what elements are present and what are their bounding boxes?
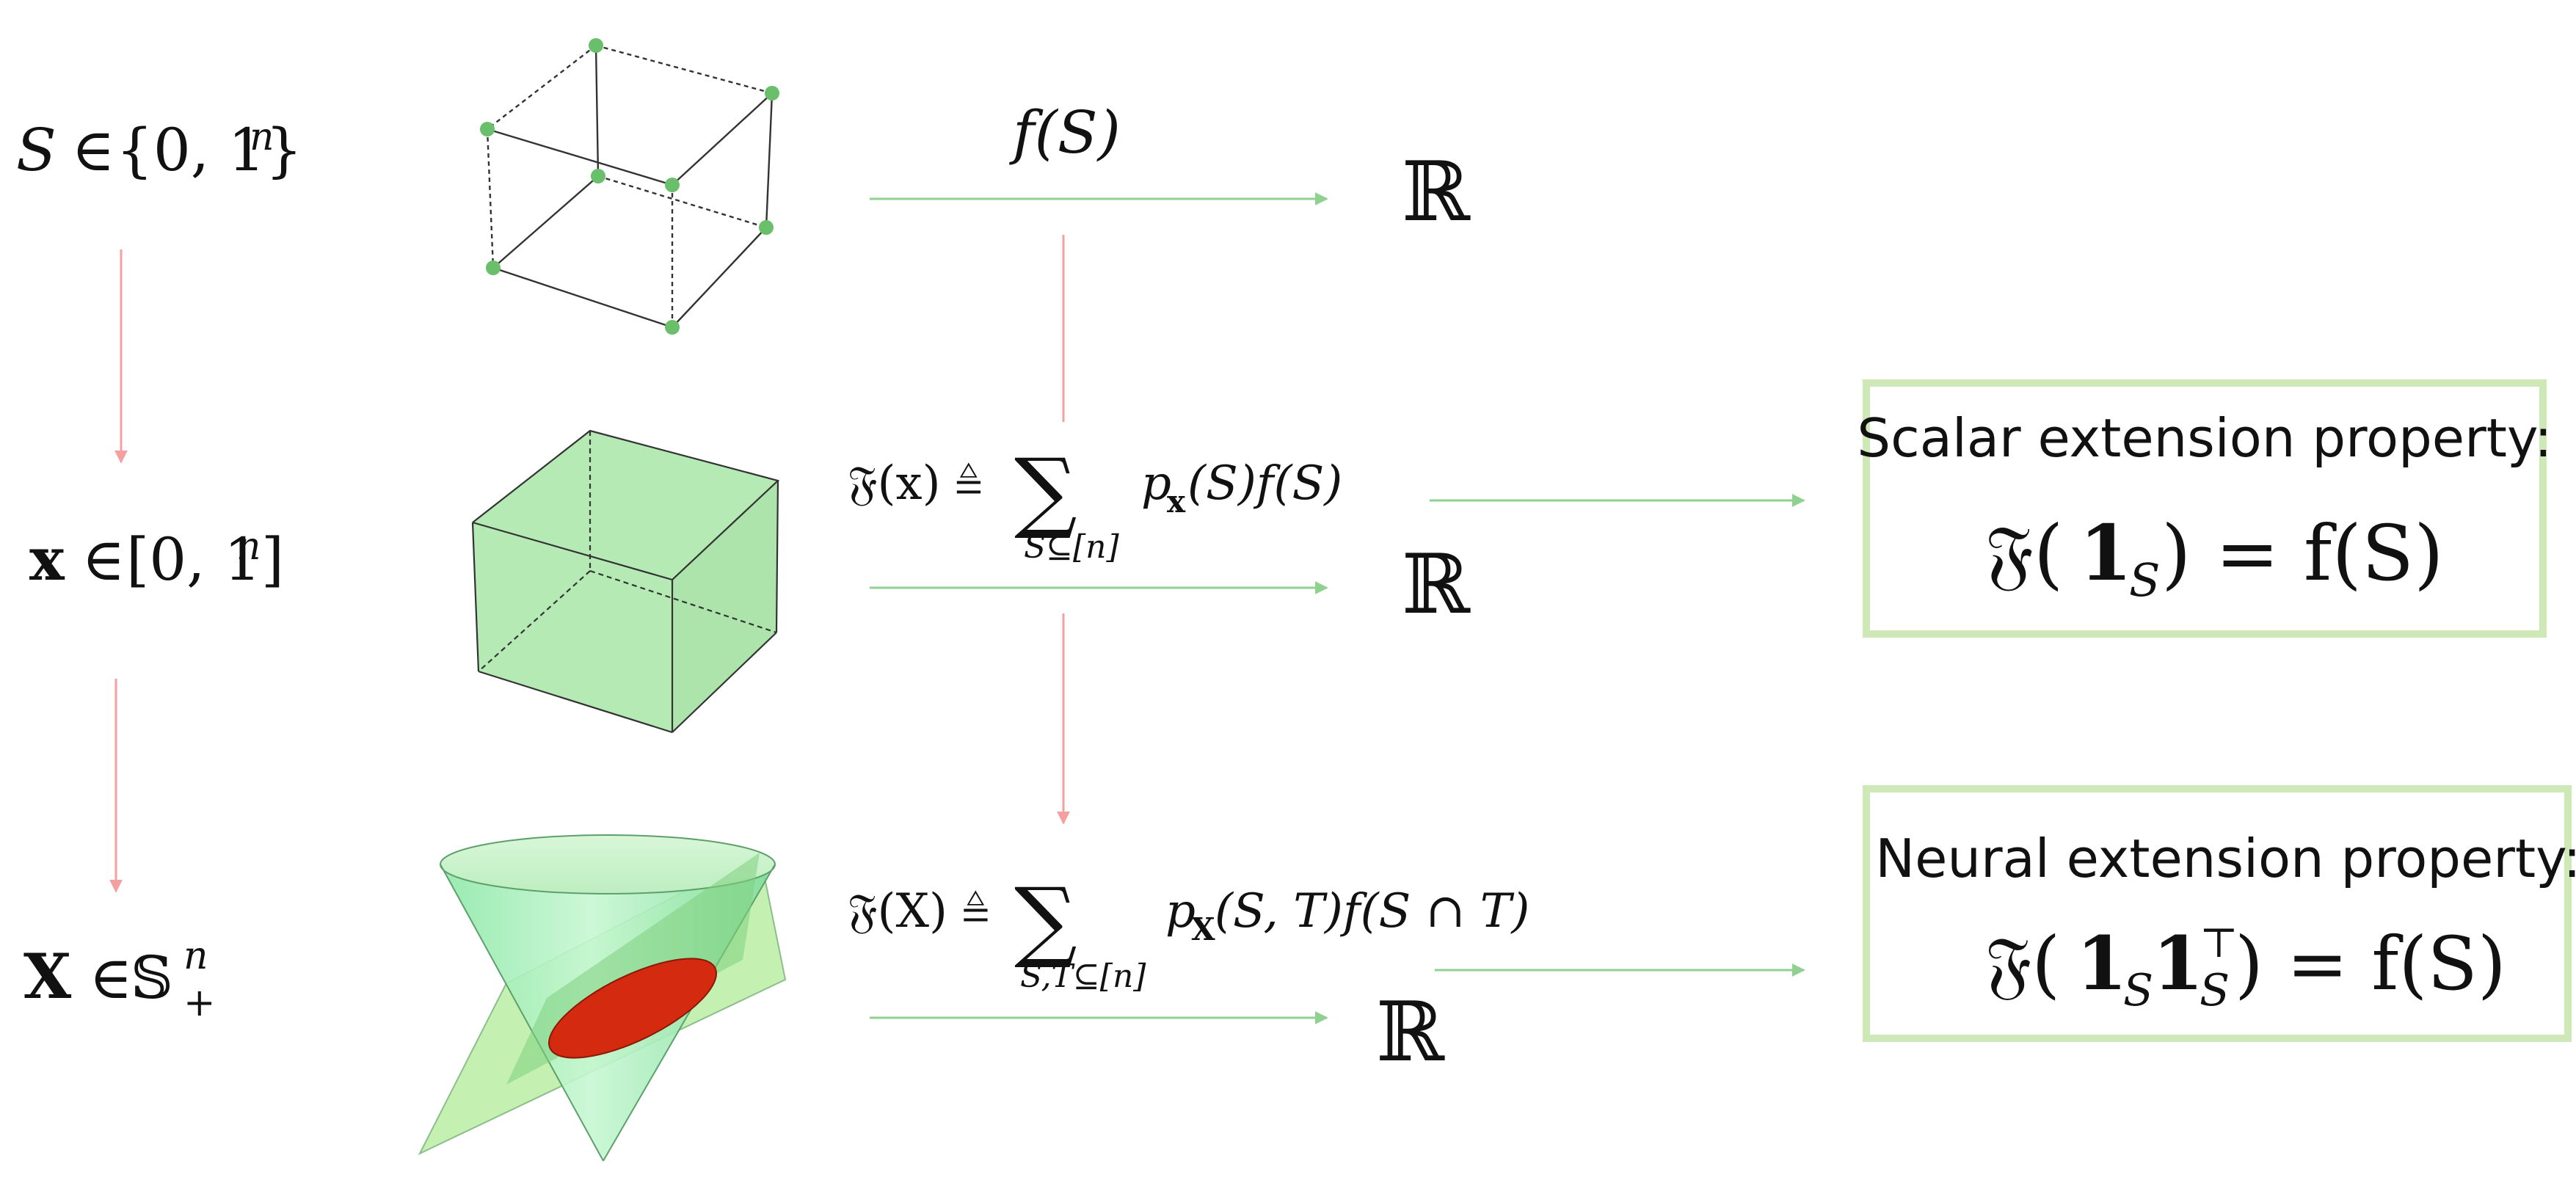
vertex-marker xyxy=(765,86,779,101)
eq-one2-sup: ⊤ xyxy=(2200,919,2238,967)
wireframe-cube xyxy=(486,44,774,329)
vertex-marker xyxy=(589,38,603,53)
property-equation: 𝔉( 1 S ) = f(S) xyxy=(1985,508,2444,607)
domain-binary-cube: S ∈ {0, 1} n xyxy=(16,115,302,184)
eq-one2-sub: S xyxy=(2200,965,2230,1016)
domain-psd-cone: X ∈ 𝕊 n + xyxy=(23,934,216,1025)
neural-extension-formula: 𝔉(X) ≜ ∑ S,T⊆[n] p X (S, T)f(S ∩ T) xyxy=(848,870,1529,995)
domain-var: X xyxy=(23,940,72,1013)
term-rest: (S, T)f(S ∩ T) xyxy=(1215,884,1529,939)
scalar-extension-formula: 𝔉(x) ≜ ∑ S⊆[n] p x (S)f(S) xyxy=(848,440,1342,566)
term-sub: x xyxy=(1167,484,1186,520)
sum-symbol: ∑ xyxy=(1014,440,1077,542)
domain-var: S xyxy=(16,116,57,184)
eq-one: 1 xyxy=(2079,508,2132,598)
domain-set: 𝕊 xyxy=(131,944,173,1012)
domain-unit-hypercube: x ∈ [0, 1] n xyxy=(29,525,284,594)
formula-lhs: 𝔉(x) ≜ xyxy=(848,456,982,511)
vertex-marker xyxy=(665,178,680,192)
sum-symbol: ∑ xyxy=(1014,870,1077,972)
domain-set: {0, 1} xyxy=(116,116,302,184)
term-p: p xyxy=(1141,456,1171,511)
term-p: p xyxy=(1165,884,1196,939)
formula-lhs: 𝔉(X) ≜ xyxy=(848,884,989,939)
domain-rel: ∈ xyxy=(70,944,151,1012)
eq-lhs: 𝔉( xyxy=(1985,921,2060,1007)
eq-lhs: 𝔉( xyxy=(1985,509,2063,598)
vertex-marker xyxy=(591,169,605,183)
eq-one2: 1 xyxy=(2153,920,2204,1007)
scalar-extension-box: Scalar extension property: 𝔉( 1 S ) = f(… xyxy=(1857,379,2553,638)
domain-set: [0, 1] xyxy=(126,525,284,594)
feasible-ellipse xyxy=(548,958,717,1059)
map-label: f(S) xyxy=(1009,98,1121,167)
domain-var: x xyxy=(29,525,65,594)
vertex-marker xyxy=(486,260,501,275)
codomain-reals: ℝ xyxy=(1376,985,1445,1080)
psd-cone xyxy=(418,834,787,1162)
term-sub: X xyxy=(1191,911,1215,947)
domain-sup: n xyxy=(236,525,261,569)
term-rest: (S)f(S) xyxy=(1187,456,1342,511)
vertex-marker xyxy=(665,320,680,335)
property-title: Neural extension property: xyxy=(1875,828,2576,889)
domain-rel: ∈ xyxy=(53,116,134,184)
eq-one: 1 xyxy=(2076,920,2128,1007)
cube-vertices xyxy=(480,38,779,335)
property-equation: 𝔉( 1 S 1 S ⊤ ) = f(S) xyxy=(1985,919,2506,1016)
filled-cube xyxy=(471,429,780,734)
vertex-marker xyxy=(759,220,774,235)
eq-rhs: ) = f(S) xyxy=(2161,509,2444,598)
sum-index: S⊆[n] xyxy=(1024,528,1120,566)
neural-extension-box: Neural extension property: 𝔉( 1 S 1 S ⊤ … xyxy=(1863,785,2576,1042)
domain-rel: ∈ xyxy=(63,525,144,594)
codomain-reals: ℝ xyxy=(1402,537,1471,633)
sum-index: S,T⊆[n] xyxy=(1020,958,1146,995)
property-title: Scalar extension property: xyxy=(1857,407,2552,469)
vertex-marker xyxy=(480,122,495,136)
codomain-reals: ℝ xyxy=(1402,145,1471,240)
domain-sup: n xyxy=(250,115,274,159)
domain-sup: n xyxy=(183,934,208,978)
eq-rhs: ) = f(S) xyxy=(2235,921,2506,1007)
eq-one-sub: S xyxy=(2123,965,2153,1016)
eq-one-sub: S xyxy=(2129,553,2160,607)
domain-sub: + xyxy=(183,981,216,1025)
